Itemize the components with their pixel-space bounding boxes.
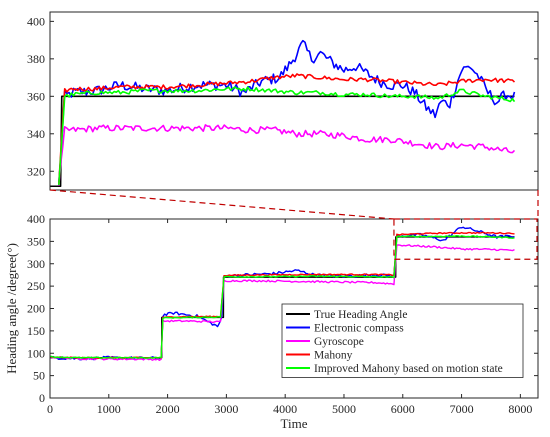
- legend-label-true-heading-angle: True Heading Angle: [314, 309, 407, 321]
- x-tick-label: 6000: [391, 402, 415, 416]
- x-tick-label: 3000: [214, 402, 238, 416]
- x-tick-label: 4000: [273, 402, 297, 416]
- x-tick-label: 2000: [156, 402, 180, 416]
- x-tick-label: 7000: [450, 402, 474, 416]
- y-tick-label: 200: [27, 302, 45, 316]
- x-tick-label: 5000: [332, 402, 356, 416]
- x-tick-label: 0: [47, 402, 53, 416]
- axes-frame: [49, 11, 539, 191]
- y-tick-label: 340: [27, 127, 45, 141]
- series-gyroscope-line: [58, 124, 516, 186]
- x-axis-label: Time: [281, 416, 308, 431]
- legend-label-gyroscope: Gyroscope: [314, 336, 364, 348]
- series-gyroscope-line: [50, 244, 515, 362]
- y-tick-label: 250: [27, 279, 45, 293]
- legend: True Heading Angle Electronic compassGyro…: [281, 303, 524, 378]
- series-lines: [50, 39, 516, 188]
- zoom-indicator: [49, 189, 539, 260]
- top-panel: 320 340 360 380 400: [27, 11, 539, 191]
- y-tick-label: 350: [27, 234, 45, 248]
- series-mahony-line: [58, 73, 516, 185]
- x-tick-label: 8000: [508, 402, 532, 416]
- legend-label-mahony: Mahony: [314, 350, 353, 362]
- y-tick-label: 320: [27, 164, 45, 178]
- y-tick-label: 300: [27, 257, 45, 271]
- series-improved-mahony-based-on-motion-state-line: [50, 235, 515, 359]
- y-tick-label: 360: [27, 89, 45, 103]
- legend-label-improved-mahony-based-on-motion-state: Improved Mahony based on motion state: [314, 363, 503, 375]
- x-tick-label: 1000: [97, 402, 121, 416]
- series-electronic-compass-line: [58, 39, 516, 183]
- series-lines: [50, 226, 515, 362]
- y-tick-label: 150: [27, 324, 45, 338]
- y-axis-label: Heading angle /degree(°): [4, 243, 19, 374]
- zoom-region-box: [393, 218, 538, 260]
- legend-label-electronic-compass: Electronic compass: [314, 323, 404, 335]
- legend-box: [281, 303, 524, 378]
- y-tick-label: 0: [39, 391, 45, 405]
- series-true-heading-angle-line: [50, 95, 515, 188]
- y-tick-label: 400: [27, 14, 45, 28]
- series-improved-mahony-based-on-motion-state-line: [58, 86, 516, 186]
- y-tick-label: 400: [27, 212, 45, 226]
- y-tick-label: 100: [27, 346, 45, 360]
- zoom-connector-left: [49, 189, 395, 220]
- y-tick-label: 50: [33, 369, 45, 383]
- y-tick-label: 380: [27, 52, 45, 66]
